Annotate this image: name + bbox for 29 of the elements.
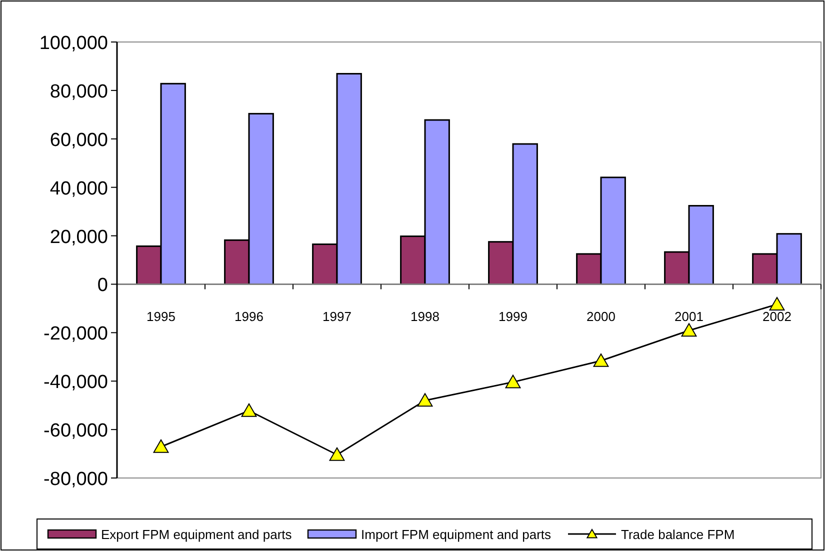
y-tick-label: 20,000 (50, 226, 108, 248)
legend-label: Export FPM equipment and parts (101, 527, 292, 542)
x-tick-label: 1999 (498, 309, 528, 324)
point (241, 403, 257, 417)
x-tick-label: 2002 (762, 309, 792, 324)
x-tick-label: 1996 (234, 309, 264, 324)
y-tick-label: -80,000 (44, 469, 108, 490)
point (417, 393, 433, 407)
x-tick-label: 2001 (674, 309, 704, 324)
x-tick-label: 1995 (146, 309, 176, 324)
x-tick-label: 2000 (586, 309, 616, 324)
y-tick-label: -60,000 (44, 420, 108, 442)
point (505, 374, 521, 388)
y-tick-label: -20,000 (44, 324, 108, 345)
point (681, 323, 697, 337)
y-tick-label: 0 (97, 275, 108, 296)
legend-label: Trade balance FPM (621, 527, 735, 542)
y-tick-label: 80,000 (50, 81, 108, 102)
y-tick-label: 40,000 (50, 178, 108, 200)
point (329, 447, 345, 461)
point (593, 353, 609, 367)
y-tick-label: 100,000 (39, 33, 108, 54)
point (153, 439, 169, 453)
y-tick-label: 60,000 (50, 130, 108, 151)
legend-label: Import FPM equipment and parts (361, 527, 552, 542)
x-tick-label: 1998 (410, 309, 440, 324)
x-tick-label: 1997 (322, 309, 352, 324)
point (769, 297, 785, 310)
y-tick-label: -40,000 (44, 372, 108, 394)
